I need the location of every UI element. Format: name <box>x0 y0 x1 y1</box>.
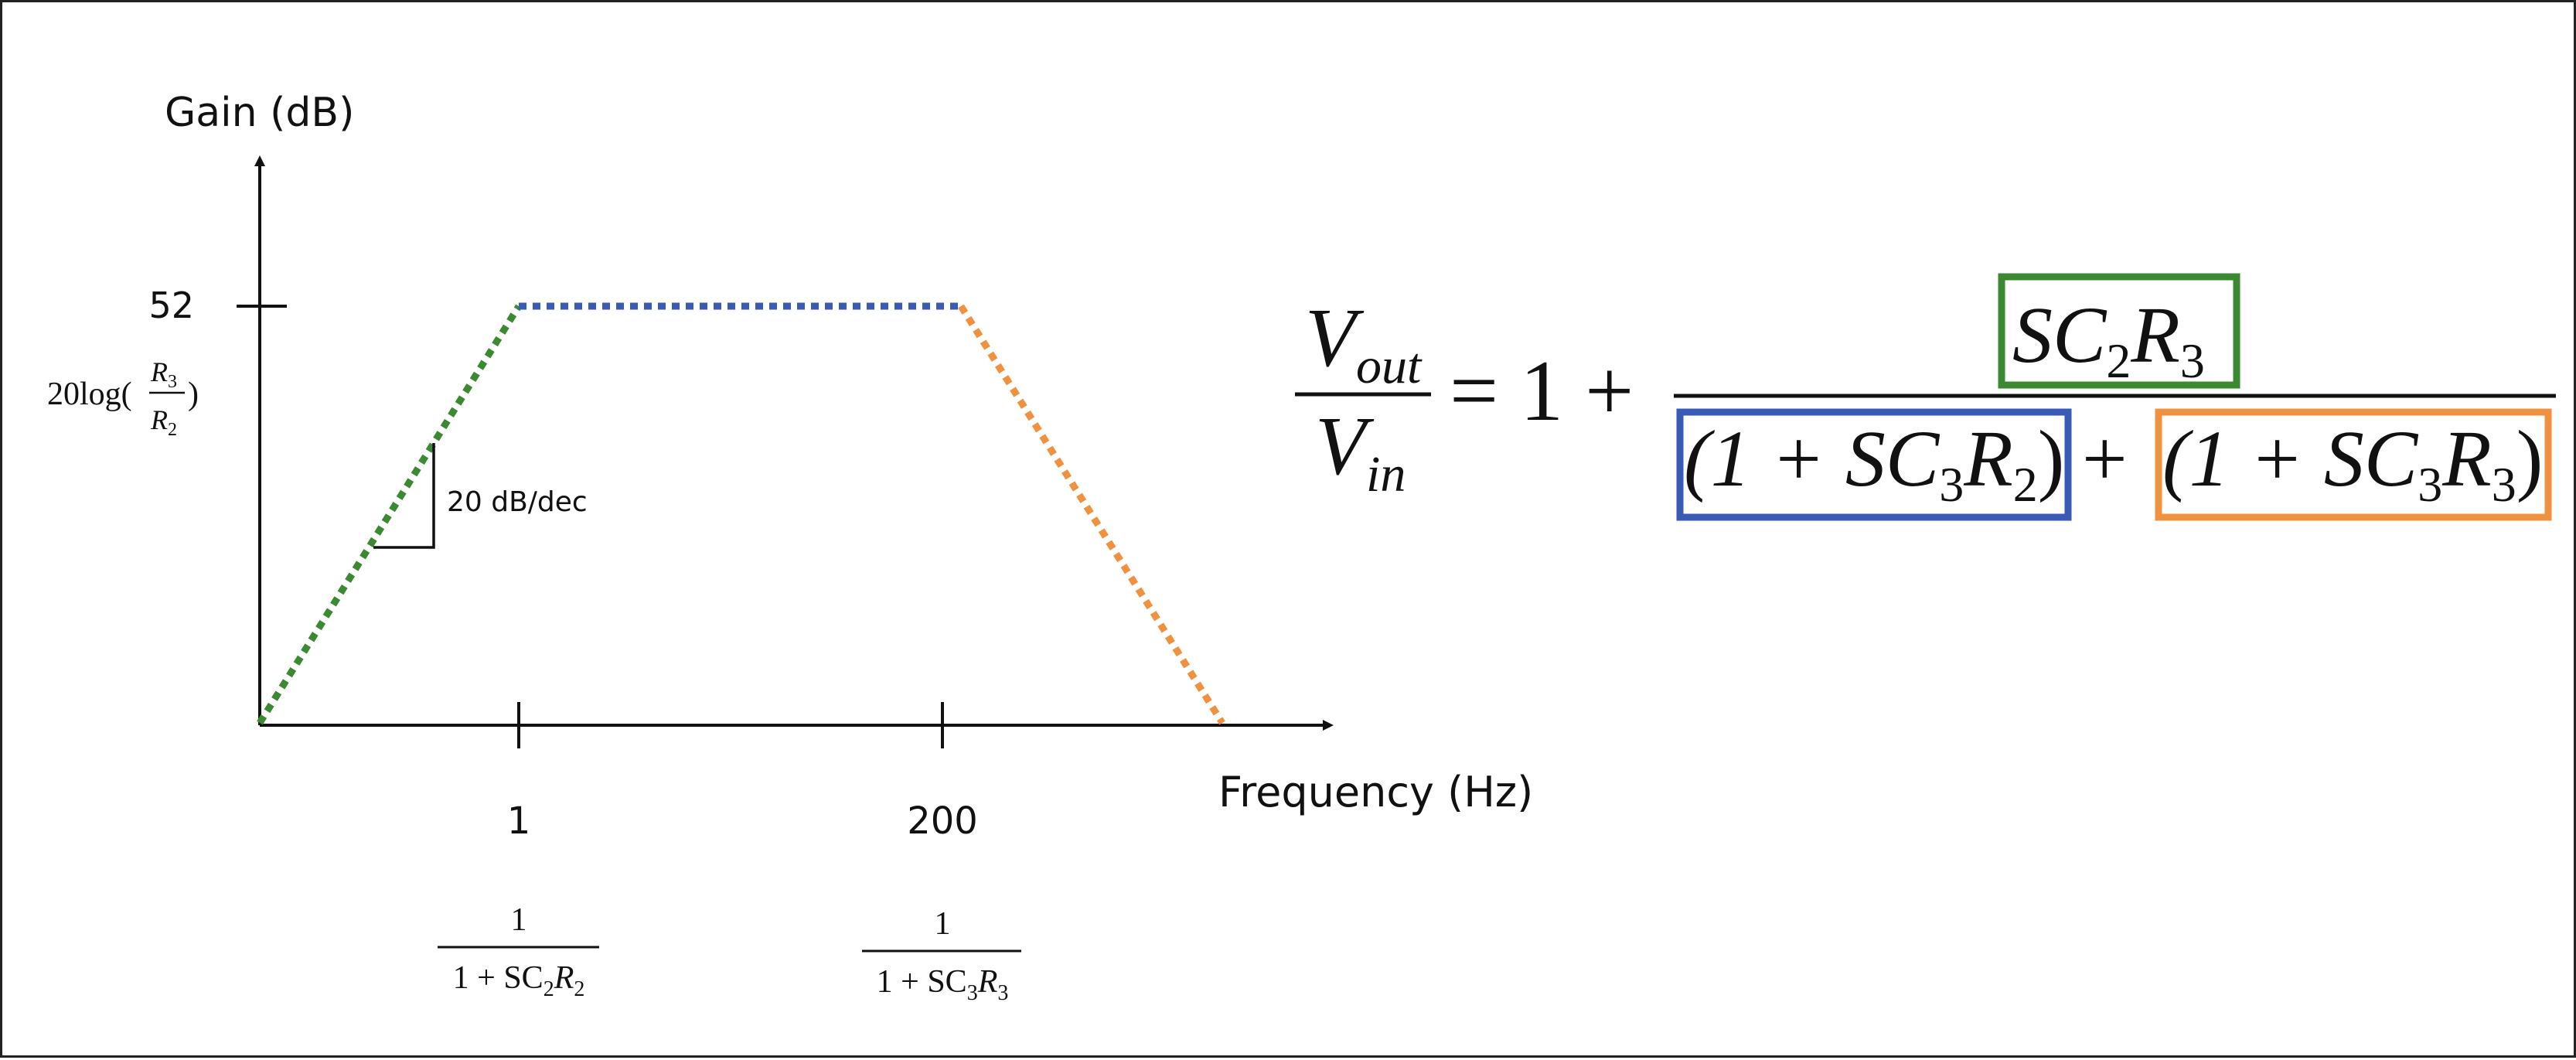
x-formula-1: 1 1 + SC2R2 <box>438 902 599 1001</box>
x-tick-label-200: 200 <box>907 799 978 843</box>
y-formula-num: R3 <box>150 356 177 392</box>
rhs-numerator: SC2R3 <box>2012 291 2205 388</box>
y-tick-label: 52 <box>148 285 194 326</box>
slope-annotation: 20 dB/dec <box>447 486 588 518</box>
x-formula-2-den: 1 + SC3R3 <box>877 964 1009 1005</box>
denominator-left-box <box>1676 408 2072 521</box>
y-axis-label: Gain (dB) <box>165 90 354 136</box>
y-formula-prefix: 20log( <box>47 377 132 412</box>
y-formula-suffix: ) <box>188 377 199 412</box>
x-formula-2-num: 1 <box>935 906 951 942</box>
equals-one-plus: = 1 + <box>1450 343 1634 439</box>
x-axis-label: Frequency (Hz) <box>1218 768 1533 816</box>
x-tick-label-1: 1 <box>507 799 531 843</box>
lhs-numerator: Vout <box>1305 292 1423 394</box>
denominator-plus: + <box>2082 414 2128 503</box>
y-formula: 20log( R3 R2 ) <box>47 356 199 440</box>
numerator-box <box>1998 273 2240 389</box>
transfer-equation: Vout Vin = 1 + SC2R3 (1 + SC3R2) + (1 + … <box>1295 273 2556 521</box>
denominator-right-box <box>2155 408 2552 521</box>
x-formula-1-den: 1 + SC2R2 <box>453 960 585 1001</box>
slope-triangle <box>373 443 435 549</box>
x-formula-2: 1 1 + SC3R3 <box>862 906 1021 1005</box>
denominator-left: (1 + SC3R2) <box>1684 414 2064 512</box>
series-rising <box>257 304 522 725</box>
denominator-right: (1 + SC3R3) <box>2162 414 2543 512</box>
series-falling <box>958 304 1225 725</box>
y-formula-den: R2 <box>150 404 177 440</box>
x-formula-1-num: 1 <box>511 902 527 938</box>
lhs-denominator: Vin <box>1315 400 1406 503</box>
